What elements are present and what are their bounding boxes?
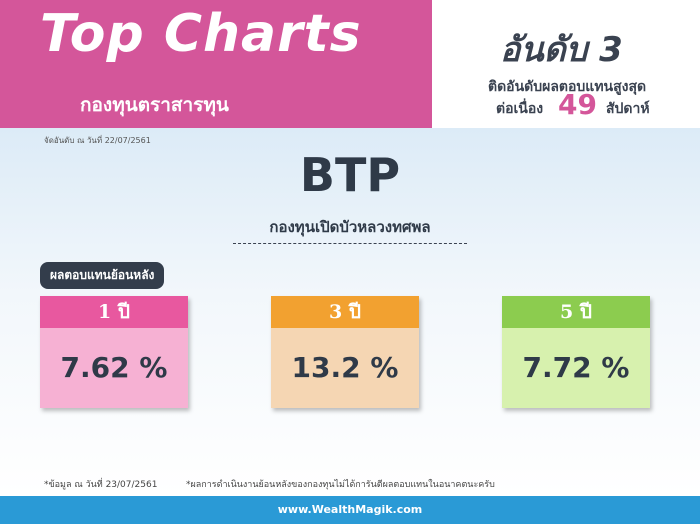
return-card-3y: 3 ปี 13.2 % xyxy=(271,296,419,408)
rank-weeks-count: 49 xyxy=(558,88,597,121)
disclaimer-note: *ผลการดำเนินงานย้อนหลังของกองทุนไม่ได้กา… xyxy=(186,480,495,490)
return-card-period: 5 ปี xyxy=(502,296,650,328)
page-title: Top Charts xyxy=(40,4,362,64)
return-card-value: 13.2 % xyxy=(271,328,419,408)
page-subtitle: กองทุนตราสารทุน xyxy=(80,94,229,116)
footer-bar: www.WealthMagik.com xyxy=(0,496,700,524)
rank-description: ติดอันดับผลตอบแทนสูงสุด xyxy=(488,79,647,95)
return-card-5y: 5 ปี 7.72 % xyxy=(502,296,650,408)
return-card-period: 3 ปี xyxy=(271,296,419,328)
rank-weeks-unit: สัปดาห์ xyxy=(606,101,650,117)
return-card-period: 1 ปี xyxy=(40,296,188,328)
header-banner: Top Charts กองทุนตราสารทุน xyxy=(0,0,432,128)
data-date-note: *ข้อมูล ณ วันที่ 23/07/2561 xyxy=(44,480,158,490)
divider xyxy=(233,243,467,244)
fund-code: BTP xyxy=(299,148,401,202)
rank-date: จัดอันดับ ณ วันที่ 22/07/2561 xyxy=(44,136,151,145)
returns-label: ผลตอบแทนย้อนหลัง xyxy=(40,262,165,289)
return-card-value: 7.62 % xyxy=(40,328,188,408)
return-card-value: 7.72 % xyxy=(502,328,650,408)
website-link[interactable]: www.WealthMagik.com xyxy=(277,503,423,516)
rank-panel xyxy=(432,0,700,128)
rank-title: อันดับ 3 xyxy=(500,30,623,70)
rank-consecutive-label: ต่อเนื่อง xyxy=(496,101,544,117)
return-card-1y: 1 ปี 7.62 % xyxy=(40,296,188,408)
fund-name: กองทุนเปิดบัวหลวงทศพล xyxy=(269,218,431,236)
